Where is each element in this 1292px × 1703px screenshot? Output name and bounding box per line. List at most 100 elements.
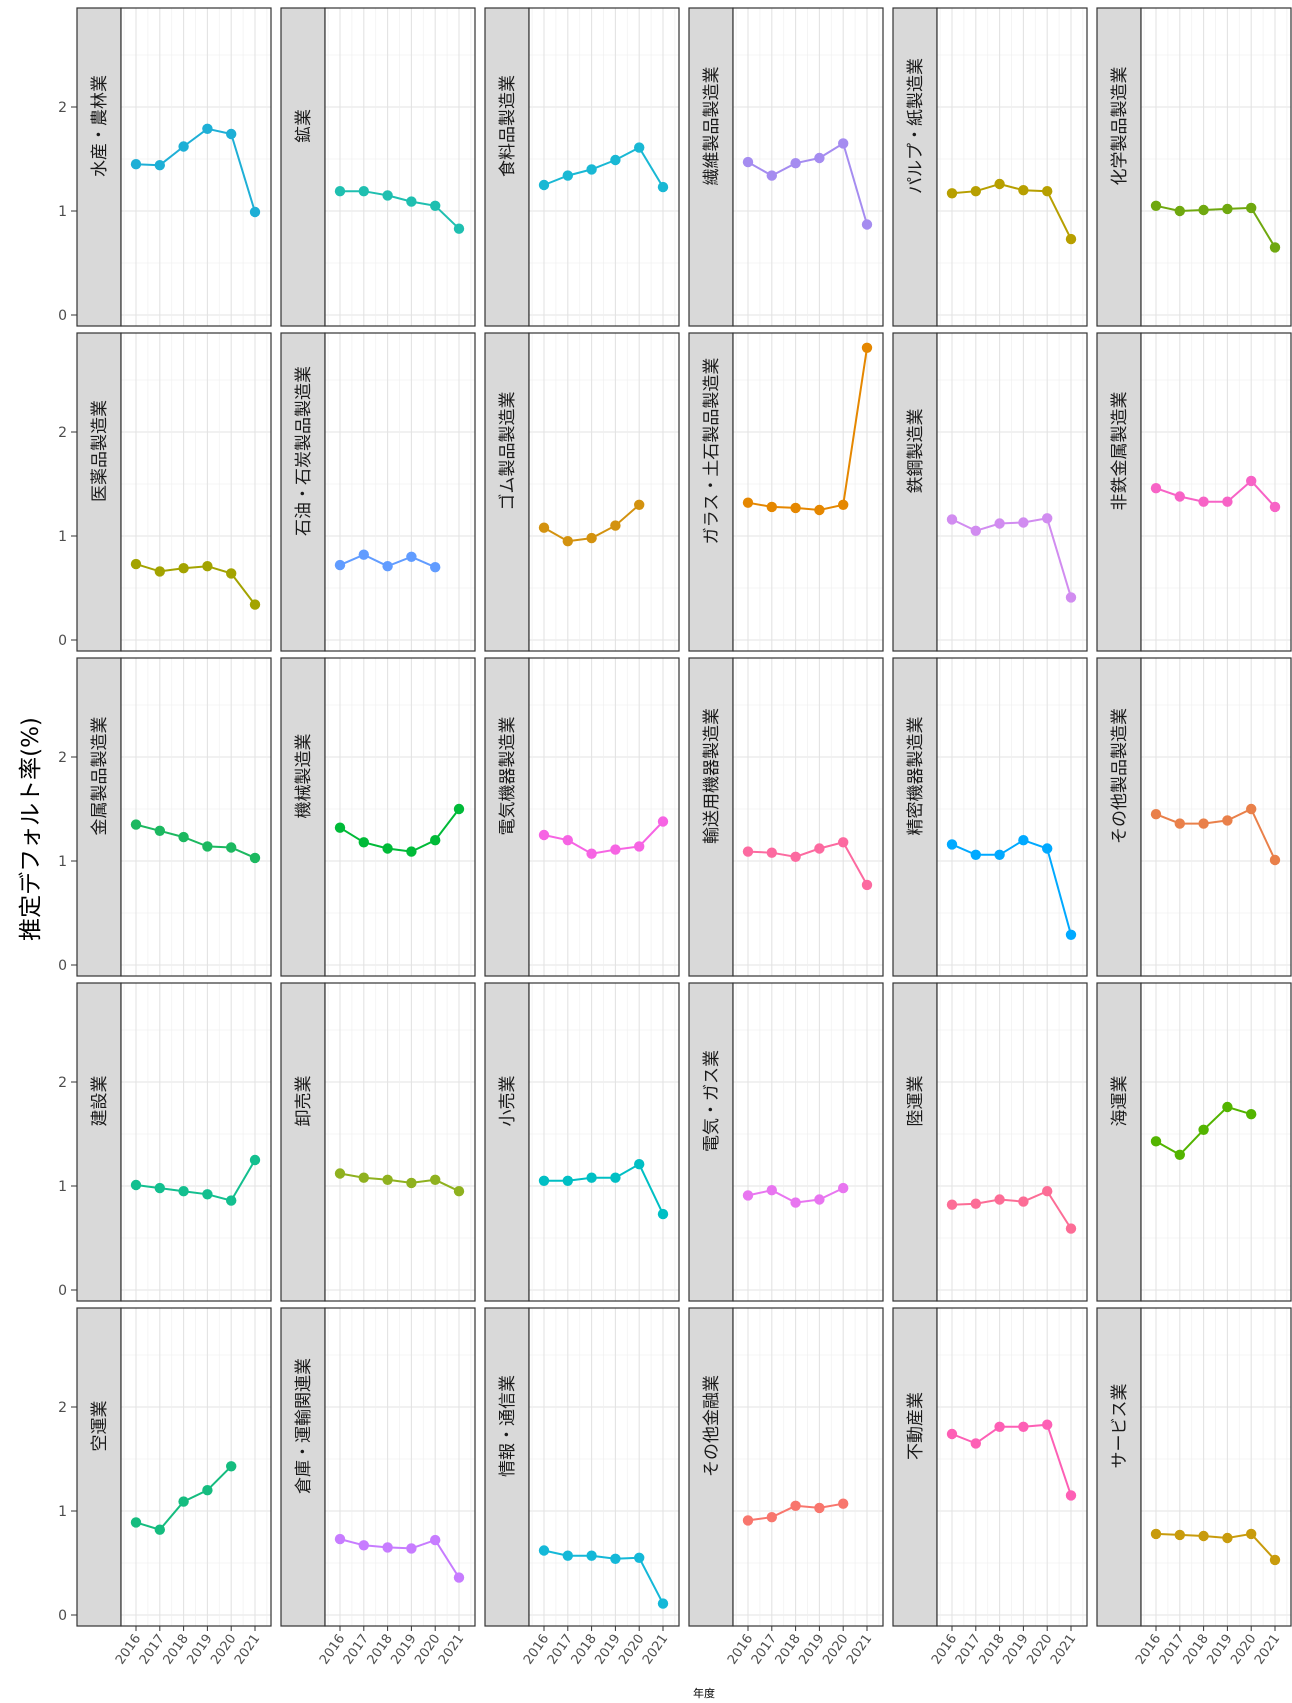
data-point xyxy=(766,1185,777,1196)
data-point xyxy=(1150,200,1162,211)
facet-strip-label: 電気・ガス業 xyxy=(702,1050,722,1152)
panel-border xyxy=(120,982,272,1302)
facet-panel: 非鉄金属製造業 xyxy=(1096,332,1292,652)
facet-strip xyxy=(1096,1307,1142,1627)
facet-panel: 鉄鋼製造業 xyxy=(892,332,1088,652)
data-point xyxy=(657,1598,669,1609)
panel-border xyxy=(936,7,1088,327)
panel-border xyxy=(324,332,476,652)
data-point xyxy=(994,1421,1005,1433)
data-point xyxy=(1222,496,1233,507)
data-point xyxy=(249,599,261,610)
data-point xyxy=(742,156,754,168)
data-point xyxy=(790,1500,801,1512)
panel-border xyxy=(120,7,272,327)
y-tick-label: 2 xyxy=(58,750,67,766)
y-tick-label: 1 xyxy=(58,1179,67,1195)
x-tick-label: 2019 xyxy=(1000,1632,1031,1668)
facet-strip-label: ガラス・土石製品製造業 xyxy=(702,358,722,545)
data-point xyxy=(1222,815,1233,826)
data-point xyxy=(226,1461,237,1472)
plot-area xyxy=(1141,983,1291,1301)
data-point xyxy=(358,549,369,560)
panel-border xyxy=(324,7,476,327)
facet-strip xyxy=(76,657,122,977)
panel-border xyxy=(324,657,476,977)
data-point xyxy=(430,835,441,846)
data-point xyxy=(994,849,1005,860)
data-point xyxy=(1246,1109,1257,1120)
data-point xyxy=(610,520,621,531)
data-point xyxy=(358,186,369,197)
data-point xyxy=(154,566,165,577)
data-point xyxy=(1065,929,1077,940)
x-tick-label: 2020 xyxy=(412,1632,443,1668)
facet-panel: 小売業 xyxy=(484,982,680,1302)
panel-border xyxy=(732,657,884,977)
y-tick-label: 0 xyxy=(58,1608,67,1624)
facet-strip-label: 非鉄金属製造業 xyxy=(1110,392,1130,511)
facet-panel: 海運業 xyxy=(1096,982,1292,1302)
data-point xyxy=(202,561,213,572)
y-tick-label: 2 xyxy=(58,100,67,116)
plot-area xyxy=(937,983,1087,1301)
data-point xyxy=(1198,204,1209,216)
data-point xyxy=(814,504,825,516)
data-point xyxy=(1065,233,1077,245)
plot-area xyxy=(733,983,883,1301)
data-point xyxy=(1198,1530,1209,1542)
data-point xyxy=(1269,854,1281,866)
data-point xyxy=(1174,818,1186,829)
y-tick-label: 1 xyxy=(58,204,67,220)
facet-strip-label: 空運業 xyxy=(90,1401,110,1452)
x-tick-label: 2016 xyxy=(929,1632,960,1668)
x-tick-label: 2019 xyxy=(592,1632,623,1668)
data-point xyxy=(1150,809,1162,820)
panel-border xyxy=(1140,657,1292,977)
data-point xyxy=(657,181,669,193)
data-point xyxy=(382,190,393,201)
x-tick-label: 2019 xyxy=(388,1632,419,1668)
facet-strip-label: 精密機器製造業 xyxy=(906,717,926,836)
data-point xyxy=(838,1498,849,1509)
data-point xyxy=(946,839,958,850)
data-point xyxy=(202,123,213,134)
data-point xyxy=(634,499,645,510)
data-point xyxy=(1042,1186,1053,1197)
data-point xyxy=(861,219,873,230)
x-tick-label: 2016 xyxy=(725,1632,756,1668)
facet-strip xyxy=(1096,657,1142,977)
x-tick-label: 2019 xyxy=(1204,1632,1235,1668)
facet-panel: 機械製造業 xyxy=(280,657,476,977)
facet-strip xyxy=(76,982,122,1302)
y-axis-title: 推定デフォルト率(%) xyxy=(18,717,44,941)
data-point xyxy=(970,1438,981,1449)
data-point xyxy=(586,1550,597,1561)
panel-border xyxy=(1140,1307,1292,1627)
x-tick-label: 2017 xyxy=(953,1632,984,1668)
data-point xyxy=(334,1533,346,1545)
facet-panel: 医薬品製造業 0 1 2 xyxy=(58,332,272,652)
data-point xyxy=(1222,1101,1233,1113)
y-tick-label: 1 xyxy=(58,854,67,870)
plot-area xyxy=(529,8,679,326)
plot-area xyxy=(733,1308,883,1626)
y-tick-label: 0 xyxy=(58,958,67,974)
facet-strip xyxy=(280,1307,326,1627)
panel-border xyxy=(732,982,884,1302)
facet-strip xyxy=(1096,7,1142,327)
data-point xyxy=(1174,1149,1186,1161)
plot-area xyxy=(529,1308,679,1626)
data-point xyxy=(790,1197,801,1208)
facet-panel: 電気・ガス業 xyxy=(688,982,884,1302)
panel-border xyxy=(1140,982,1292,1302)
x-tick-label: 2017 xyxy=(1157,1632,1188,1668)
facet-strip-label: 鉄鋼製造業 xyxy=(906,409,926,494)
facet-panel: 精密機器製造業 xyxy=(892,657,1088,977)
facet-strip-label: その他金融業 xyxy=(702,1375,722,1477)
data-point xyxy=(406,846,417,857)
data-point xyxy=(742,1190,754,1201)
x-tick-label: 2016 xyxy=(317,1632,348,1668)
facet-panel: 化学製品製造業 xyxy=(1096,7,1292,327)
